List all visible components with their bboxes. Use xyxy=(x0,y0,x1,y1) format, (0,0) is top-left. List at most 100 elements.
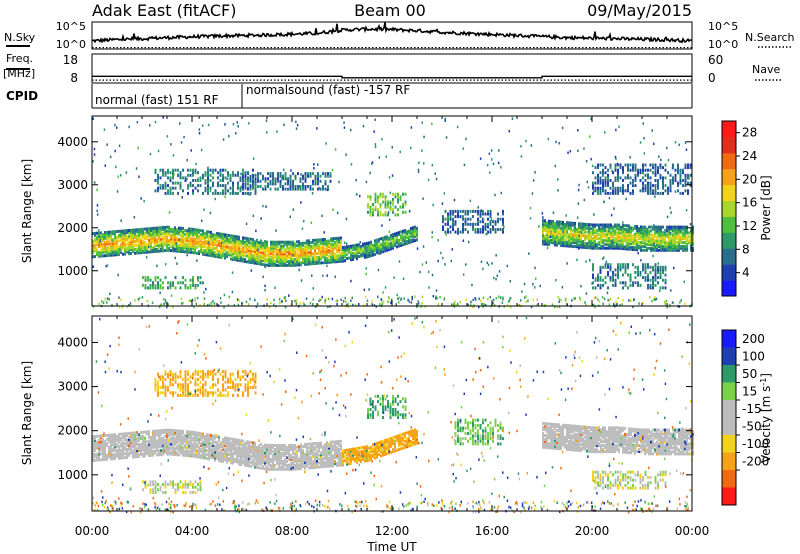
heatmap-cell xyxy=(254,191,257,195)
heatmap-cell xyxy=(260,256,262,260)
heatmap-cell xyxy=(128,432,130,435)
heatmap-cell xyxy=(314,256,316,260)
heatmap-cell xyxy=(254,242,256,246)
heatmap-speckle xyxy=(303,303,305,306)
heatmap-cell xyxy=(322,238,324,242)
heatmap-cell xyxy=(350,246,352,250)
heatmap-cell xyxy=(619,189,622,193)
heatmap-speckle xyxy=(300,173,302,176)
heatmap-cell xyxy=(287,177,289,181)
heatmap-cell xyxy=(618,233,620,237)
heatmap-cell xyxy=(686,225,688,229)
heatmap-speckle xyxy=(363,288,366,292)
heatmap-speckle xyxy=(96,204,99,207)
heatmap-cell xyxy=(454,222,457,226)
heatmap-speckle xyxy=(381,302,384,305)
heatmap-cell xyxy=(120,249,122,252)
heatmap-cell xyxy=(414,233,416,237)
heatmap-cell xyxy=(642,268,644,272)
heatmap-cell xyxy=(344,255,346,259)
heatmap-speckle xyxy=(326,264,328,268)
heatmap-cell xyxy=(442,215,444,219)
heatmap-cell xyxy=(136,234,138,238)
heatmap-speckle xyxy=(523,282,526,286)
heatmap-cell xyxy=(164,430,166,434)
heatmap-cell xyxy=(116,235,118,239)
heatmap-cell xyxy=(102,233,104,237)
heatmap-cell xyxy=(154,234,156,238)
heatmap-cell xyxy=(332,246,334,250)
heatmap-cell xyxy=(274,248,276,252)
heatmap-cell xyxy=(104,236,106,240)
heatmap-cell xyxy=(148,231,150,235)
heatmap-cell xyxy=(362,254,364,258)
heatmap-cell xyxy=(334,254,336,258)
heatmap-cell xyxy=(469,217,472,221)
heatmap-cell xyxy=(676,245,678,248)
heatmap-cell xyxy=(574,223,576,227)
noise-left-tick-top: 10^5 xyxy=(56,20,86,33)
heatmap-cell xyxy=(152,238,154,242)
heatmap-cell xyxy=(282,263,284,267)
heatmap-cell xyxy=(627,176,629,180)
heatmap-cell xyxy=(570,233,572,237)
heatmap-speckle xyxy=(638,302,640,305)
heatmap-cell xyxy=(679,179,682,182)
heatmap-cell xyxy=(172,434,174,438)
heatmap-cell xyxy=(104,457,106,461)
heatmap-cell xyxy=(224,235,226,239)
heatmap-cell xyxy=(364,246,366,250)
heatmap-cell xyxy=(634,234,636,238)
heatmap-cell xyxy=(188,229,190,233)
heatmap-cell xyxy=(302,182,304,186)
heatmap-cell xyxy=(320,247,322,251)
heatmap-cell xyxy=(114,243,116,247)
heatmap-cell xyxy=(290,240,292,244)
heatmap-cell xyxy=(592,227,594,231)
heatmap-cell xyxy=(162,438,164,442)
heatmap-cell xyxy=(416,226,418,230)
heatmap-cell xyxy=(566,232,568,236)
heatmap-cell xyxy=(162,173,164,177)
heatmap-cell xyxy=(396,233,398,237)
heatmap-cell xyxy=(350,244,352,248)
power-colorbar-tick-label: 28 xyxy=(742,126,757,140)
heatmap-cell xyxy=(627,173,629,177)
heatmap-cell xyxy=(679,191,682,195)
heatmap-cell xyxy=(578,228,580,232)
heatmap-cell xyxy=(104,434,106,438)
heatmap-speckle xyxy=(421,302,423,305)
heatmap-speckle xyxy=(643,152,646,155)
heatmap-cell xyxy=(298,244,300,247)
heatmap-cell xyxy=(248,247,250,251)
heatmap-cell xyxy=(402,229,404,233)
heatmap-cell xyxy=(228,234,230,237)
heatmap-speckle xyxy=(203,297,206,300)
heatmap-speckle xyxy=(373,304,376,307)
heatmap-cell xyxy=(187,286,189,290)
heatmap-cell xyxy=(650,248,652,252)
heatmap-cell xyxy=(596,246,598,250)
heatmap-cell xyxy=(262,253,264,257)
heatmap-cell xyxy=(388,238,390,242)
heatmap-cell xyxy=(182,439,184,443)
heatmap-cell xyxy=(169,286,172,290)
heatmap-speckle xyxy=(435,177,438,181)
heatmap-speckle xyxy=(674,225,677,229)
heatmap-speckle xyxy=(212,300,214,303)
heatmap-cell xyxy=(462,215,464,219)
heatmap-cell xyxy=(182,276,184,280)
heatmap-cell xyxy=(372,208,374,212)
heatmap-cell xyxy=(230,247,232,251)
heatmap-cell xyxy=(582,228,584,232)
power-colorbar-swatch xyxy=(722,184,736,202)
heatmap-cell xyxy=(374,241,376,245)
heatmap-cell xyxy=(638,234,640,238)
heatmap-cell xyxy=(546,233,548,237)
heatmap-cell xyxy=(376,244,378,248)
heatmap-cell xyxy=(136,247,138,251)
heatmap-cell xyxy=(679,168,682,172)
heatmap-cell xyxy=(136,455,138,459)
heatmap-cell xyxy=(664,233,666,237)
heatmap-cell xyxy=(560,242,562,245)
